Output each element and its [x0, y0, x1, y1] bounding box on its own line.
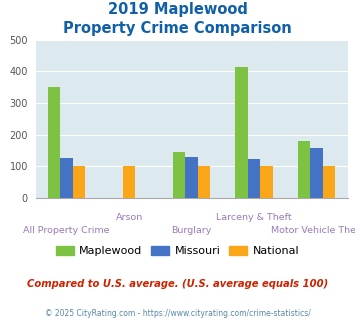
Text: Arson: Arson: [116, 213, 143, 222]
Bar: [235, 67, 248, 198]
Bar: [123, 166, 136, 198]
Bar: [298, 141, 310, 198]
Text: © 2025 CityRating.com - https://www.cityrating.com/crime-statistics/: © 2025 CityRating.com - https://www.city…: [45, 309, 310, 317]
Bar: [310, 148, 323, 198]
Text: Larceny & Theft: Larceny & Theft: [216, 213, 292, 222]
Bar: [198, 166, 211, 198]
Text: 2019 Maplewood: 2019 Maplewood: [108, 2, 247, 16]
Text: Property Crime Comparison: Property Crime Comparison: [63, 21, 292, 36]
Bar: [48, 87, 60, 198]
Text: Compared to U.S. average. (U.S. average equals 100): Compared to U.S. average. (U.S. average …: [27, 279, 328, 289]
Bar: [323, 166, 335, 198]
Text: Motor Vehicle Theft: Motor Vehicle Theft: [271, 226, 355, 235]
Bar: [73, 166, 86, 198]
Bar: [60, 158, 73, 198]
Bar: [248, 159, 261, 198]
Text: All Property Crime: All Property Crime: [23, 226, 110, 235]
Bar: [261, 166, 273, 198]
Bar: [185, 157, 198, 198]
Text: Burglary: Burglary: [171, 226, 212, 235]
Legend: Maplewood, Missouri, National: Maplewood, Missouri, National: [51, 242, 304, 261]
Bar: [173, 152, 185, 198]
